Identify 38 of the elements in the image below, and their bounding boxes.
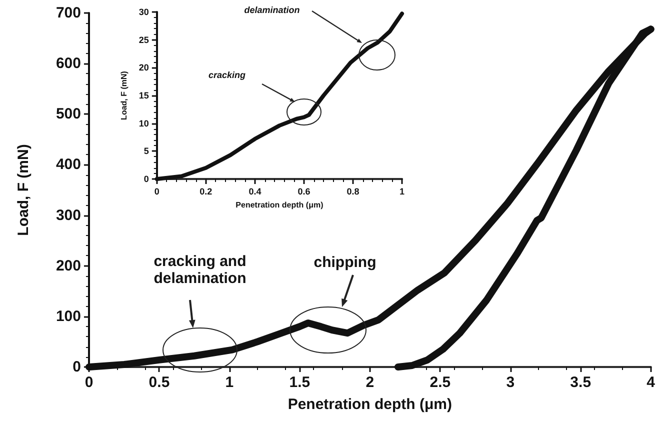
y-tick-label: 600 xyxy=(56,55,81,72)
x-tick-label: 3.5 xyxy=(570,374,592,391)
annotation: delamination xyxy=(243,5,301,16)
x-axis-title: Penetration depth (μm) xyxy=(236,200,324,210)
x-tick-label: 1 xyxy=(225,374,234,391)
x-tick-label: 1 xyxy=(399,186,405,196)
annotation: cracking and delamination xyxy=(152,252,248,287)
x-tick-label: 0.5 xyxy=(148,374,170,391)
y-axis-title: Load, F (mN) xyxy=(15,144,32,236)
x-tick-label: 2.5 xyxy=(430,374,451,391)
y-tick-label: 400 xyxy=(56,156,81,174)
x-tick-label: 0.4 xyxy=(248,186,262,196)
y-tick-label: 300 xyxy=(56,206,81,224)
y-axis-title: Load, F (mN) xyxy=(120,70,128,120)
x-tick-label: 0 xyxy=(84,374,94,391)
y-tick-label: 5 xyxy=(144,146,149,156)
y-tick-label: 15 xyxy=(138,90,149,100)
x-tick-label: 0.6 xyxy=(298,186,310,196)
y-tick-label: 20 xyxy=(138,62,149,73)
y-tick-label: 30 xyxy=(138,7,149,17)
x-tick-label: 0.8 xyxy=(346,186,360,196)
x-tick-label: 4 xyxy=(646,374,656,391)
x-tick-label: 0.2 xyxy=(200,186,212,196)
y-tick-label: 0 xyxy=(144,174,149,184)
y-tick-label: 100 xyxy=(56,308,81,325)
annotation: chipping xyxy=(312,254,378,271)
y-tick-label: 0 xyxy=(72,358,81,376)
y-tick-label: 200 xyxy=(56,257,81,274)
y-tick-label: 700 xyxy=(56,4,81,22)
x-tick-label: 1.5 xyxy=(289,374,310,391)
x-tick-label: 3 xyxy=(506,374,515,391)
x-tick-label: 2 xyxy=(366,374,374,391)
x-tick-label: 0 xyxy=(154,186,160,196)
annotation: cracking xyxy=(207,70,247,80)
y-tick-label: 500 xyxy=(56,106,81,123)
y-tick-label: 25 xyxy=(138,34,149,45)
y-tick-label: 10 xyxy=(138,118,149,128)
x-axis-title: Penetration depth (μm) xyxy=(288,396,452,413)
